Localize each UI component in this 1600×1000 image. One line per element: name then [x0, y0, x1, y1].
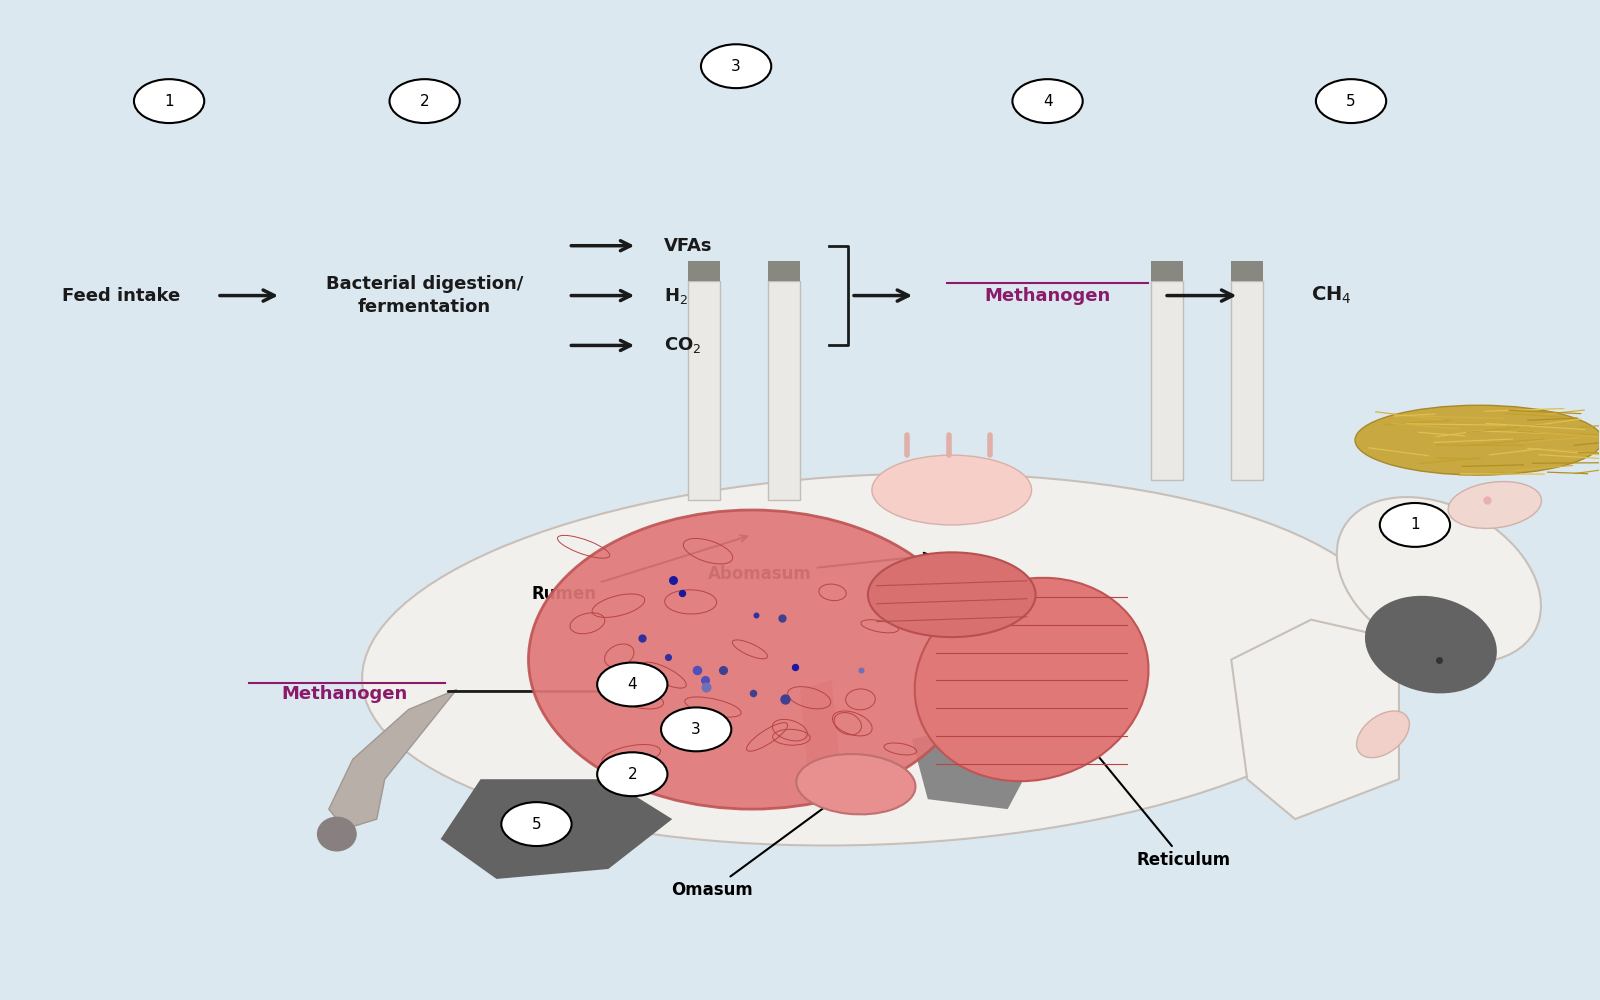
Text: CO$_2$: CO$_2$: [664, 335, 702, 355]
Text: 3: 3: [691, 722, 701, 737]
FancyBboxPatch shape: [1152, 281, 1184, 480]
Circle shape: [134, 79, 205, 123]
Text: Methanogen: Methanogen: [984, 287, 1110, 305]
FancyBboxPatch shape: [1152, 261, 1184, 281]
Text: 5: 5: [531, 817, 541, 832]
Ellipse shape: [528, 510, 976, 809]
Circle shape: [701, 44, 771, 88]
Text: 4: 4: [627, 677, 637, 692]
Polygon shape: [440, 779, 672, 879]
Polygon shape: [800, 680, 840, 774]
FancyBboxPatch shape: [768, 281, 800, 500]
Circle shape: [597, 752, 667, 796]
Ellipse shape: [1338, 497, 1541, 662]
Ellipse shape: [872, 455, 1032, 525]
Circle shape: [1379, 503, 1450, 547]
Text: 1: 1: [165, 94, 174, 109]
Text: Bacterial digestion/
fermentation: Bacterial digestion/ fermentation: [326, 275, 523, 316]
FancyBboxPatch shape: [1232, 261, 1262, 281]
Circle shape: [501, 802, 571, 846]
Polygon shape: [912, 719, 1040, 809]
Text: 4: 4: [1043, 94, 1053, 109]
Text: 1: 1: [1410, 517, 1419, 532]
FancyBboxPatch shape: [688, 281, 720, 500]
Circle shape: [389, 79, 459, 123]
Text: Rumen: Rumen: [531, 535, 747, 603]
Text: 2: 2: [627, 767, 637, 782]
FancyBboxPatch shape: [768, 261, 800, 281]
Ellipse shape: [915, 578, 1149, 781]
Ellipse shape: [1357, 711, 1410, 758]
Polygon shape: [1232, 620, 1398, 819]
Ellipse shape: [362, 474, 1398, 845]
Text: 2: 2: [419, 94, 429, 109]
Circle shape: [597, 663, 667, 706]
Circle shape: [1013, 79, 1083, 123]
Ellipse shape: [1355, 405, 1600, 475]
Ellipse shape: [1365, 596, 1498, 693]
Circle shape: [661, 707, 731, 751]
Text: VFAs: VFAs: [664, 237, 712, 255]
Text: 5: 5: [1346, 94, 1355, 109]
Ellipse shape: [1448, 482, 1541, 528]
Ellipse shape: [867, 552, 1035, 637]
Ellipse shape: [797, 754, 915, 814]
Ellipse shape: [317, 817, 357, 852]
FancyBboxPatch shape: [1232, 281, 1262, 480]
Text: Methanogen: Methanogen: [282, 685, 408, 703]
Polygon shape: [330, 689, 456, 829]
Text: 3: 3: [731, 59, 741, 74]
Text: H$_2$: H$_2$: [664, 286, 688, 306]
FancyBboxPatch shape: [688, 261, 720, 281]
Text: Abomasum: Abomasum: [709, 553, 931, 583]
Text: Omasum: Omasum: [672, 787, 851, 899]
Text: Feed intake: Feed intake: [62, 287, 181, 305]
Circle shape: [1315, 79, 1386, 123]
Text: Reticulum: Reticulum: [1051, 698, 1230, 869]
Text: CH$_4$: CH$_4$: [1310, 285, 1352, 306]
